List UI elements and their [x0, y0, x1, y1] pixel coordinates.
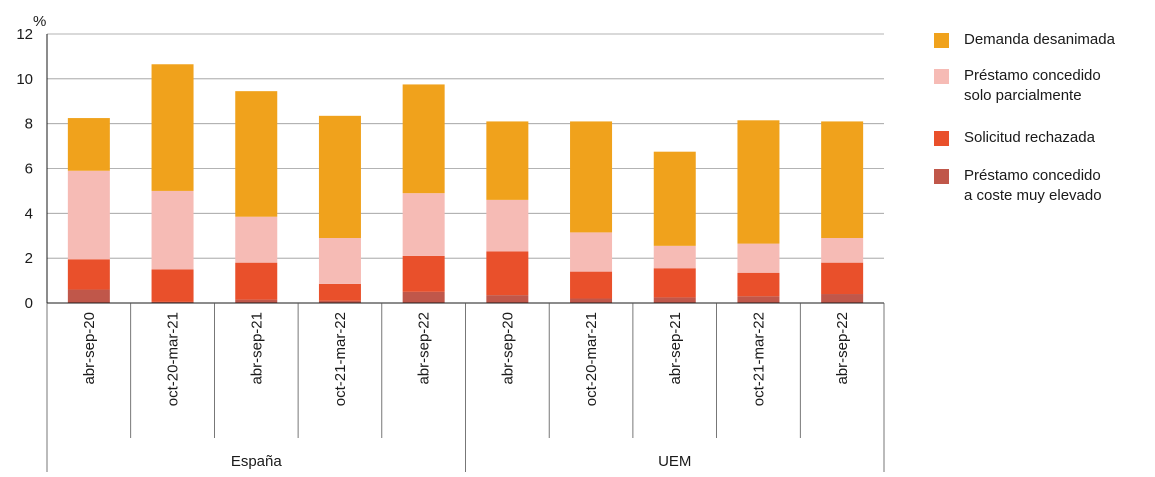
bar-segment	[653, 151, 696, 246]
x-tick-label: oct-21-mar-22	[332, 312, 349, 406]
x-tick-label: oct-20-mar-21	[165, 312, 182, 406]
bar-segment	[570, 298, 613, 303]
legend-swatch	[934, 33, 949, 48]
x-tick-label: oct-21-mar-22	[750, 312, 767, 406]
legend-label: Préstamo concedido solo parcialmente	[964, 67, 1101, 104]
bar-segment	[653, 245, 696, 269]
x-tick-label: abr-sep-21	[248, 312, 265, 385]
bar-segment	[235, 262, 278, 300]
bar-segment	[486, 199, 529, 252]
bar-segment	[737, 272, 780, 297]
legend-swatch	[934, 169, 949, 184]
bar-segment	[318, 237, 361, 284]
bar-segment	[318, 115, 361, 238]
x-tick-label: abr-sep-22	[834, 312, 851, 385]
bar-segment	[318, 300, 361, 303]
bar-segment	[402, 255, 445, 292]
bar-segment	[151, 190, 194, 270]
bar-segment	[402, 193, 445, 256]
bar-segment	[151, 64, 194, 191]
y-tick-label: 12	[16, 26, 33, 43]
bar-segment	[486, 121, 529, 200]
bar-segment	[737, 120, 780, 244]
y-tick-label: 10	[16, 71, 33, 88]
bar-segment	[570, 232, 613, 272]
bar-segment	[486, 295, 529, 303]
bar-segment	[486, 251, 529, 296]
bar-segment	[653, 297, 696, 303]
bar-segment	[737, 296, 780, 303]
bar-segment	[67, 289, 110, 303]
y-tick-label: 2	[25, 250, 33, 267]
bar-segment	[67, 118, 110, 171]
bar-segment	[821, 121, 864, 238]
x-tick-label: oct-20-mar-21	[583, 312, 600, 406]
bar-segment	[235, 91, 278, 217]
x-tick-label: abr-sep-22	[416, 312, 433, 385]
bar-segment	[653, 268, 696, 298]
legend-swatch	[934, 131, 949, 146]
bar-segment	[67, 170, 110, 260]
bar-segment	[821, 262, 864, 295]
bar-segment	[570, 271, 613, 299]
y-unit-label: %	[33, 13, 46, 30]
legend-label: Solicitud rechazada	[964, 129, 1095, 146]
bar-segment	[235, 299, 278, 303]
bar-segment	[570, 121, 613, 233]
bar-segment	[318, 283, 361, 301]
legend-swatch	[934, 69, 949, 84]
group-label: UEM	[658, 453, 691, 470]
x-tick-label: abr-sep-20	[81, 312, 98, 385]
y-tick-label: 4	[25, 205, 33, 222]
y-tick-label: 6	[25, 161, 33, 178]
bar-segment	[737, 243, 780, 273]
x-tick-label: abr-sep-20	[499, 312, 516, 385]
bar-segment	[402, 84, 445, 194]
bar-segment	[402, 291, 445, 303]
group-label: España	[231, 453, 283, 470]
legend-label: Demanda desanimada	[964, 31, 1115, 48]
y-tick-label: 0	[25, 295, 33, 312]
bar-segment	[151, 269, 194, 302]
y-tick-label: 8	[25, 116, 33, 133]
bar-segment	[235, 216, 278, 263]
bar-segment	[67, 259, 110, 290]
bar-segment	[821, 237, 864, 263]
bar-segment	[151, 301, 194, 303]
x-tick-label: abr-sep-21	[667, 312, 684, 385]
legend-label: Préstamo concedido a coste muy elevado	[964, 167, 1102, 204]
bar-segment	[821, 294, 864, 303]
